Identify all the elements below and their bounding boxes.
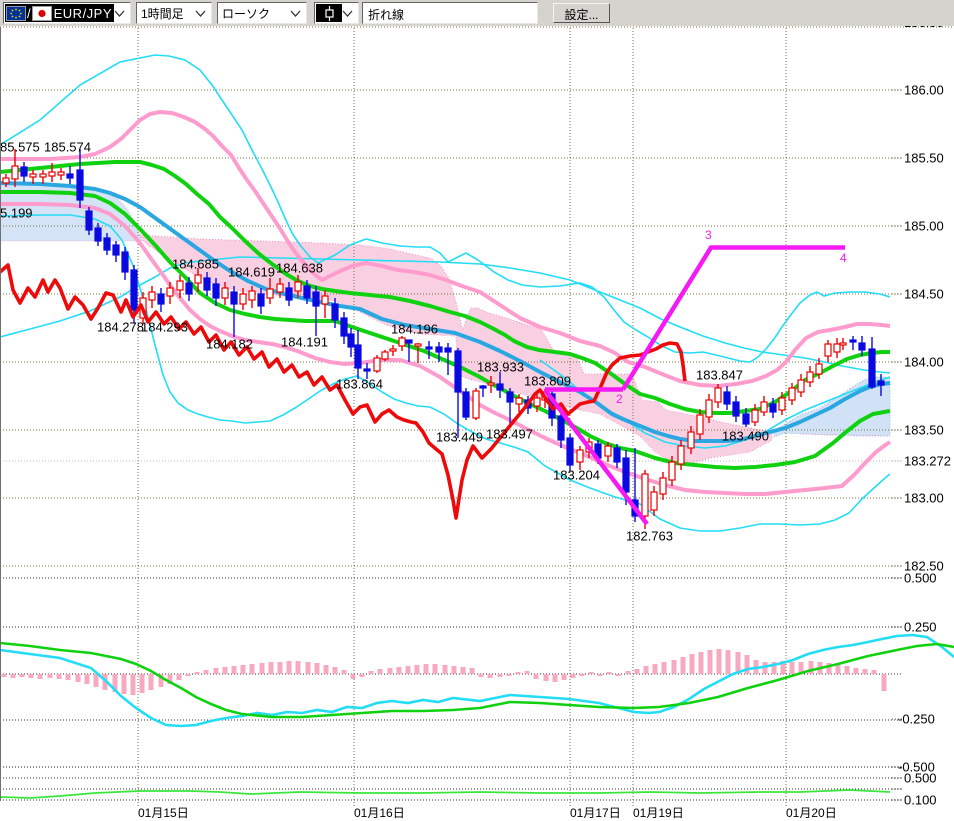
svg-text:-0.250: -0.250: [898, 712, 935, 727]
svg-text:185.574: 185.574: [44, 140, 91, 155]
svg-text:184.00: 184.00: [904, 355, 944, 370]
svg-text:5.199: 5.199: [0, 206, 33, 221]
svg-text:184.619: 184.619: [228, 265, 275, 280]
svg-text:183.497: 183.497: [486, 427, 533, 442]
svg-text:186.00: 186.00: [904, 83, 944, 98]
svg-text:183.00: 183.00: [904, 491, 944, 506]
svg-text:85.575: 85.575: [0, 140, 40, 155]
svg-text:183.204: 183.204: [553, 468, 600, 483]
svg-text:182.50: 182.50: [904, 559, 944, 574]
svg-text:184.191: 184.191: [281, 335, 328, 350]
svg-text:01月15日: 01月15日: [138, 806, 189, 820]
svg-text:183.449: 183.449: [436, 430, 483, 445]
svg-text:184.293: 184.293: [141, 320, 188, 335]
svg-text:182.763: 182.763: [626, 529, 673, 544]
svg-text:01月17日: 01月17日: [570, 806, 621, 820]
svg-text:01月19日: 01月19日: [633, 806, 684, 820]
svg-text:0.100: 0.100: [904, 793, 937, 808]
svg-text:183.272: 183.272: [904, 454, 951, 469]
svg-text:183.50: 183.50: [904, 423, 944, 438]
svg-text:184.685: 184.685: [172, 257, 219, 272]
svg-text:184.182: 184.182: [206, 337, 253, 352]
svg-text:185.50: 185.50: [904, 151, 944, 166]
svg-text:0.250: 0.250: [904, 620, 937, 635]
svg-text:185.00: 185.00: [904, 219, 944, 234]
svg-text:4: 4: [840, 251, 847, 265]
svg-text:01月20日: 01月20日: [786, 806, 837, 820]
svg-text:183.864: 183.864: [336, 377, 383, 392]
svg-text:184.278: 184.278: [97, 320, 144, 335]
svg-text:-0.500: -0.500: [898, 760, 935, 775]
svg-text:3: 3: [705, 228, 712, 242]
svg-text:01月16日: 01月16日: [354, 806, 405, 820]
svg-text:2: 2: [616, 392, 623, 406]
svg-text:183.847: 183.847: [696, 368, 743, 383]
svg-text:183.809: 183.809: [524, 374, 571, 389]
svg-text:0.500: 0.500: [904, 571, 937, 586]
svg-text:183.933: 183.933: [477, 360, 524, 375]
svg-text:184.196: 184.196: [391, 322, 438, 337]
svg-text:0.500: 0.500: [904, 771, 937, 786]
svg-text:184.638: 184.638: [276, 261, 323, 276]
svg-text:183.490: 183.490: [722, 429, 769, 444]
svg-text:184.50: 184.50: [904, 287, 944, 302]
